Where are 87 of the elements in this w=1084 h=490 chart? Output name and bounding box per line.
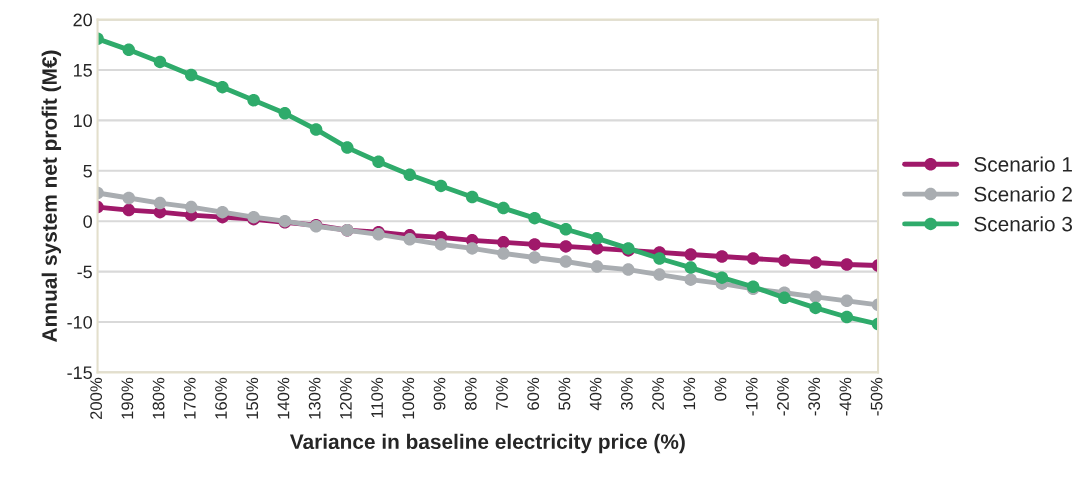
x-tick-label: 160%: [215, 377, 227, 419]
point: [590, 232, 604, 245]
point: [622, 263, 635, 276]
point: [809, 256, 822, 269]
legend-label: Scenario 2: [974, 186, 1072, 202]
x-tick-label: 60%: [527, 377, 540, 410]
x-tick-label: -10%: [745, 377, 758, 416]
x-tick-label: 200%: [90, 377, 103, 420]
y-tick-label: 15: [73, 64, 92, 77]
point: [715, 271, 729, 284]
point: [122, 43, 136, 57]
x-tick-label: 30%: [620, 377, 633, 410]
point: [778, 254, 791, 267]
point: [809, 301, 822, 315]
x-tick-label: 190%: [121, 377, 134, 419]
point: [153, 55, 167, 69]
x-tick-label: -20%: [777, 377, 789, 416]
point: [184, 68, 198, 82]
x-tick-label: 170%: [183, 377, 196, 419]
point: [653, 268, 666, 281]
point: [341, 141, 354, 154]
point: [528, 238, 541, 251]
x-tick-label: 70%: [496, 377, 508, 410]
x-tick-label: 130%: [308, 377, 321, 419]
point: [372, 155, 385, 168]
y-tick-label: -15: [67, 366, 92, 380]
point: [403, 233, 416, 246]
point: [497, 236, 510, 249]
x-tick-label: -50%: [870, 377, 883, 416]
point: [153, 196, 167, 210]
x-tick-label: 0%: [714, 377, 727, 401]
y-tick-label: -10: [67, 315, 92, 329]
point: [778, 291, 791, 305]
point: [590, 260, 604, 273]
point: [840, 294, 854, 308]
point: [216, 80, 229, 94]
point: [497, 201, 510, 215]
point: [528, 251, 541, 264]
y-tick-label: 20: [73, 13, 92, 27]
point: [809, 290, 822, 304]
x-tick-label: 90%: [433, 377, 446, 410]
point: [216, 205, 229, 219]
point: [684, 261, 697, 274]
point: [247, 93, 260, 107]
y-axis-title: Annual system net profit (M€): [41, 50, 62, 342]
point: [465, 242, 479, 255]
point: [184, 200, 198, 214]
x-tick-label: 80%: [464, 377, 477, 410]
point: [309, 123, 323, 136]
point: [559, 240, 573, 253]
point: [684, 273, 697, 286]
point: [840, 258, 854, 271]
x-tick-label: 120%: [339, 377, 352, 419]
point: [684, 248, 697, 261]
y-tick-label: 0: [83, 215, 92, 228]
x-tick-label: -30%: [808, 377, 821, 416]
x-tick-label: 50%: [558, 377, 571, 410]
point: [434, 179, 448, 193]
point: [528, 211, 541, 225]
legend-label: Scenario 3: [974, 216, 1073, 232]
point: [465, 190, 479, 204]
point: [840, 310, 854, 324]
x-tick-label: -40%: [839, 377, 852, 416]
x-tick-label: 110%: [371, 377, 384, 418]
y-tick-label: -5: [77, 265, 92, 279]
x-tick-label: 40%: [589, 377, 602, 411]
y-tick-label: 10: [73, 114, 92, 128]
x-tick-label: 150%: [246, 377, 259, 419]
point: [122, 203, 136, 217]
x-tick-label: 180%: [152, 377, 165, 419]
point: [746, 252, 760, 265]
x-tick-label: 140%: [277, 377, 290, 419]
x-tick-label: 20%: [652, 377, 664, 410]
point: [559, 255, 573, 268]
point: [653, 252, 666, 265]
legend-label: Scenario 1: [974, 156, 1072, 172]
x-tick-label: 10%: [683, 377, 696, 410]
point: [403, 168, 416, 182]
point: [122, 191, 136, 205]
point: [497, 247, 510, 260]
point: [434, 238, 448, 251]
point: [278, 107, 292, 120]
point: [559, 223, 573, 236]
point: [715, 250, 729, 263]
y-tick-label: 5: [83, 164, 92, 178]
x-axis-title: Variance in baseline electricity price (%): [289, 433, 685, 454]
x-tick-label: 100%: [402, 377, 415, 419]
